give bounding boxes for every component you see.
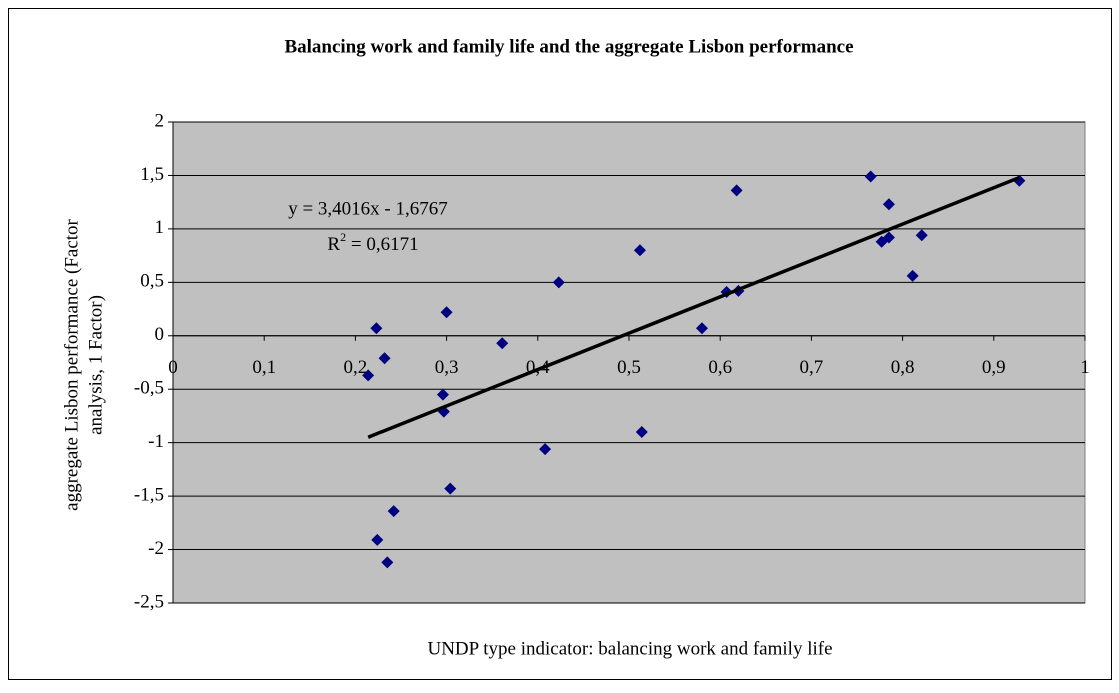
data-point bbox=[381, 556, 394, 569]
data-point bbox=[496, 337, 509, 350]
y-tick-label: -2 bbox=[148, 538, 164, 559]
data-point bbox=[444, 482, 457, 495]
y-tick-label: -1,5 bbox=[134, 484, 164, 505]
x-tick-label: 0,9 bbox=[982, 357, 1006, 378]
r-squared-exponent: 2 bbox=[340, 230, 346, 244]
data-point bbox=[695, 322, 708, 335]
trendline bbox=[367, 175, 1020, 439]
data-point bbox=[552, 276, 565, 289]
x-tick-label: 0 bbox=[168, 357, 178, 378]
data-point bbox=[387, 505, 400, 518]
data-point bbox=[882, 231, 895, 244]
y-axis-title: aggregate Lisbon performance (Factor bbox=[61, 218, 82, 510]
data-point bbox=[635, 425, 648, 438]
x-tick-label: 0,3 bbox=[435, 357, 459, 378]
r-squared-part: = 0,6171 bbox=[346, 234, 418, 255]
x-tick-label: 0,1 bbox=[252, 357, 276, 378]
data-point bbox=[730, 184, 743, 197]
x-tick-label: 0,8 bbox=[891, 357, 915, 378]
y-tick-label: 1 bbox=[155, 217, 165, 238]
chart-title: Balancing work and family life and the a… bbox=[284, 36, 853, 57]
y-tick-label: 2 bbox=[155, 110, 165, 131]
plot-area bbox=[172, 121, 1086, 604]
data-point bbox=[378, 352, 391, 365]
y-tick-label: -0,5 bbox=[134, 378, 164, 399]
y-axis-title: analysis, 1 Factor) bbox=[85, 295, 106, 435]
trendline-equation: y = 3,4016x - 1,6767 bbox=[288, 198, 448, 219]
data-point bbox=[906, 269, 919, 282]
x-tick-label: 0,2 bbox=[344, 357, 368, 378]
data-point bbox=[436, 388, 449, 401]
data-point bbox=[362, 369, 375, 382]
data-point bbox=[370, 322, 383, 335]
r-squared-part: R bbox=[327, 234, 340, 255]
x-tick-label: 1 bbox=[1080, 357, 1090, 378]
y-tick-label: 0 bbox=[155, 324, 165, 345]
y-tick-label: 0,5 bbox=[140, 271, 164, 292]
data-point bbox=[440, 306, 453, 319]
y-tick-label: 1,5 bbox=[140, 164, 164, 185]
data-point bbox=[864, 170, 877, 183]
data-point bbox=[882, 198, 895, 211]
x-tick-label: 0,5 bbox=[617, 357, 641, 378]
data-point bbox=[633, 244, 646, 257]
y-tick-label: -2,5 bbox=[134, 591, 164, 612]
x-tick-label: 0,6 bbox=[708, 357, 732, 378]
data-point bbox=[539, 443, 552, 456]
x-axis-title: UNDP type indicator: balancing work and … bbox=[427, 638, 832, 659]
r-squared-label: R2 = 0,6171 bbox=[327, 230, 418, 256]
data-point bbox=[371, 533, 384, 546]
y-tick-label: -1 bbox=[148, 431, 164, 452]
data-point bbox=[915, 229, 928, 242]
x-tick-label: 0,7 bbox=[800, 357, 824, 378]
